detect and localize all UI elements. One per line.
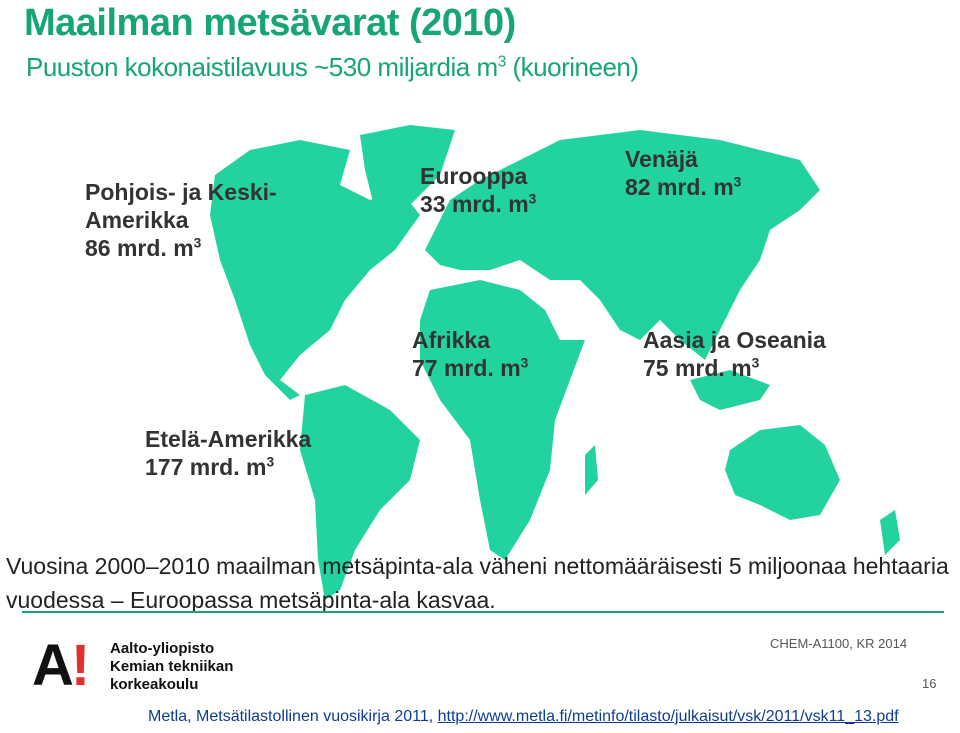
region-name: Pohjois- ja Keski-Amerikka: [85, 179, 277, 233]
south-america: [300, 385, 420, 600]
north-america: [210, 140, 420, 400]
region-label: Pohjois- ja Keski-Amerikka 86 mrd. m3: [85, 178, 325, 262]
logo-mark: A: [32, 633, 74, 698]
superscript: 3: [751, 355, 760, 371]
source: Metla, Metsätilastollinen vuosikirja 201…: [148, 708, 899, 726]
superscript: 3: [733, 174, 742, 190]
volume-text: 33 mrd. m: [420, 191, 529, 217]
region-label: Eurooppa 33 mrd. m3: [420, 162, 620, 218]
rule: [22, 611, 944, 613]
university-line: korkeakoulu: [110, 676, 199, 693]
region-name: Afrikka: [412, 327, 490, 353]
greenland: [360, 125, 455, 240]
region-volume: 82 mrd. m3: [625, 173, 825, 201]
logo: A!: [32, 632, 90, 699]
region-volume: 177 mrd. m3: [145, 453, 385, 481]
region-name: Eurooppa: [420, 163, 528, 189]
madagascar: [585, 445, 598, 495]
source-text: Metla, Metsätilastollinen vuosikirja 201…: [148, 708, 438, 725]
new-zealand: [880, 510, 900, 555]
source-link[interactable]: http://www.metla.fi/metinfo/tilasto/julk…: [437, 708, 899, 725]
region-volume: 75 mrd. m3: [643, 354, 903, 382]
superscript: 3: [520, 355, 529, 371]
volume-text: 177 mrd. m: [145, 454, 267, 480]
page-number: 16: [922, 676, 937, 691]
australia: [725, 425, 840, 520]
region-volume: 33 mrd. m3: [420, 190, 620, 218]
region-label: Etelä-Amerikka 177 mrd. m3: [145, 425, 385, 481]
region-name: Venäjä: [625, 146, 698, 172]
continents: [210, 125, 900, 600]
africa: [420, 280, 585, 560]
region-volume: 77 mrd. m3: [412, 354, 612, 382]
volume-text: 86 mrd. m: [85, 235, 194, 261]
volume-text: 82 mrd. m: [625, 174, 734, 200]
region-volume: 86 mrd. m3: [85, 234, 325, 262]
region-name: Aasia ja Oseania: [643, 327, 826, 353]
region-label: Venäjä 82 mrd. m3: [625, 145, 825, 201]
subtitle-text: (kuorineen): [505, 52, 640, 82]
logo-accent: !: [70, 633, 90, 698]
subtitle: Puuston kokonaistilavuus ~530 miljardia …: [26, 52, 639, 83]
superscript: 3: [266, 454, 275, 470]
course: CHEM-A1100, KR 2014: [770, 636, 908, 651]
university-line: Aalto-yliopisto: [110, 640, 215, 657]
superscript: 3: [193, 235, 202, 251]
region-label: Aasia ja Oseania 75 mrd. m3: [643, 326, 903, 382]
eurasia: [425, 130, 820, 360]
volume-text: 75 mrd. m: [643, 355, 752, 381]
superscript: 3: [528, 191, 537, 207]
university-line: Kemian tekniikan: [110, 658, 234, 675]
se-asia: [690, 370, 770, 410]
title: Maailman metsävarat (2010): [24, 2, 516, 44]
university: Aalto-yliopisto Kemian tekniikan korkeak…: [110, 640, 233, 694]
volume-text: 77 mrd. m: [412, 355, 521, 381]
superscript: 3: [497, 53, 507, 71]
subtitle-text: Puuston kokonaistilavuus ~530 miljardia …: [26, 52, 498, 82]
region-label: Afrikka 77 mrd. m3: [412, 326, 612, 382]
region-name: Etelä-Amerikka: [145, 426, 312, 452]
body-text: Vuosina 2000–2010 maailman metsäpinta-al…: [6, 553, 949, 613]
